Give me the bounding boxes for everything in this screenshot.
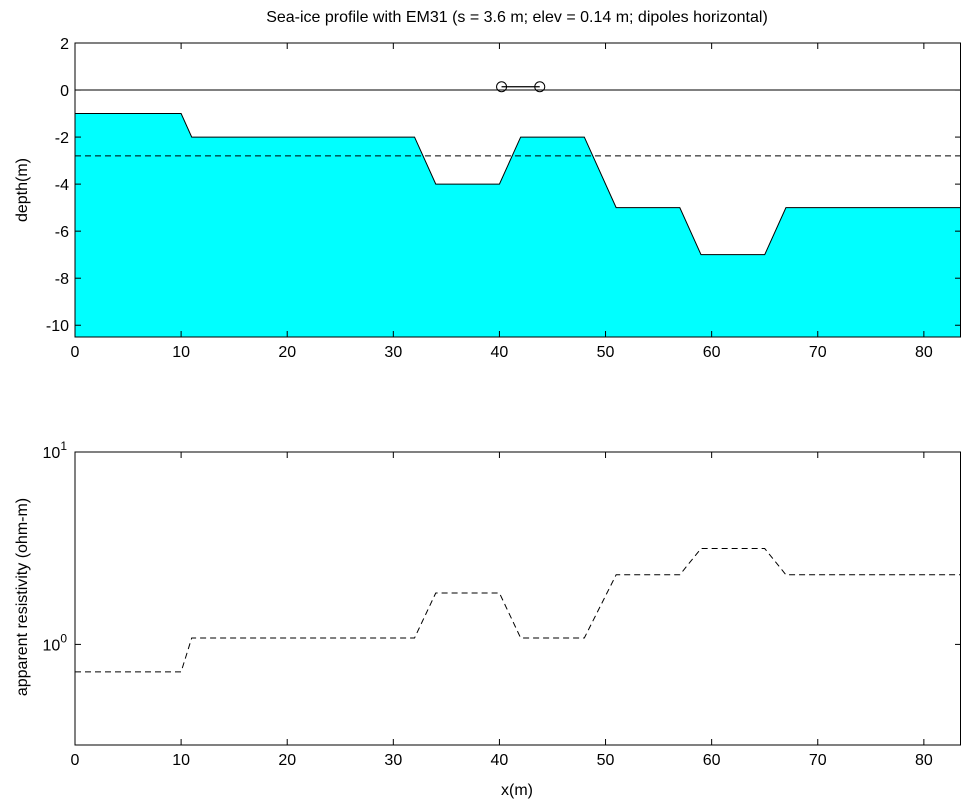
x-tick-label: 40: [491, 344, 509, 361]
x-tick-label: 0: [71, 752, 80, 769]
y-tick-label: -10: [46, 318, 69, 335]
y-tick-label: -6: [55, 224, 69, 241]
x-tick-label: 20: [278, 344, 296, 361]
y-tick-label: -8: [55, 271, 69, 288]
x-tick-label: 50: [597, 344, 615, 361]
y-tick-label: 2: [60, 36, 69, 53]
x-tick-label: 30: [384, 344, 402, 361]
y-tick-label: 100: [43, 631, 68, 654]
x-tick-label: 10: [172, 752, 190, 769]
y-tick-label: -4: [55, 177, 69, 194]
x-tick-label: 60: [703, 344, 721, 361]
em31-dipole-marker: [534, 81, 546, 93]
y-tick-label: 0: [60, 83, 69, 100]
y-tick-label: -2: [55, 130, 69, 147]
x-tick-label: 50: [597, 752, 615, 769]
ice-area: [75, 113, 961, 337]
x-tick-label: 80: [915, 752, 933, 769]
top-y-axis-label: depth(m): [14, 158, 31, 222]
x-tick-label: 60: [703, 752, 721, 769]
x-tick-label: 20: [278, 752, 296, 769]
bottom-x-axis-label: x(m): [501, 782, 533, 799]
x-tick-label: 30: [384, 752, 402, 769]
x-tick-label: 80: [915, 344, 933, 361]
y-tick-label: 101: [43, 439, 68, 462]
em31-dipole-marker: [496, 81, 508, 93]
resistivity-line: [75, 548, 961, 673]
bottom-y-axis-label: apparent resistivity (ohm-m): [14, 498, 31, 696]
x-tick-label: 0: [71, 344, 80, 361]
bottom-plot: 0 10 20 30 40 50 60 70 80 101 100: [43, 439, 961, 769]
ice-outline: [75, 113, 961, 256]
x-tick-label: 40: [491, 752, 509, 769]
x-tick-label: 10: [172, 344, 190, 361]
bottom-axes-box: [74, 451, 961, 746]
x-tick-label: 70: [809, 752, 827, 769]
x-tick-label: 70: [809, 344, 827, 361]
top-chart-title: Sea-ice profile with EM31 (s = 3.6 m; el…: [266, 9, 768, 26]
